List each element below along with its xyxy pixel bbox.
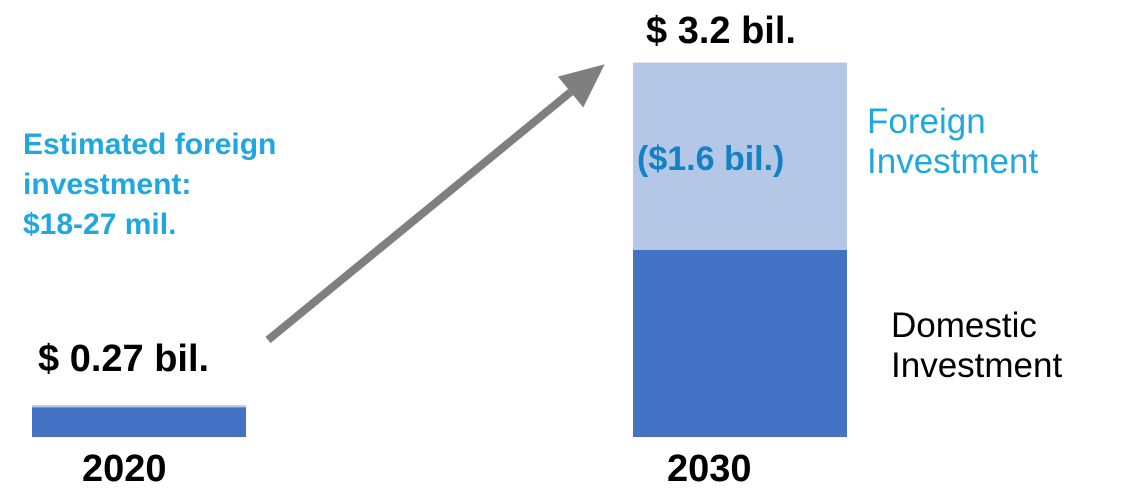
legend-foreign-line: Investment: [867, 142, 1039, 181]
legend-domestic-line: Investment: [891, 346, 1063, 385]
year-label-2020: 2020: [82, 448, 167, 490]
growth-arrow-shaft: [265, 88, 574, 344]
annotation-line: Estimated foreign: [23, 128, 277, 161]
total-label-2030: $ 3.2 bil.: [646, 10, 796, 52]
total-label-2020: $ 0.27 bil.: [38, 338, 210, 380]
legend-foreign-line: Foreign: [867, 102, 986, 141]
growth-arrow-head: [557, 64, 605, 108]
legend-domestic-investment: Domestic Investment: [891, 306, 1062, 386]
annotation-line: $18-27 mil.: [23, 208, 177, 241]
bar-domestic-2020: [32, 405, 246, 437]
legend-domestic-line: Domestic: [891, 306, 1037, 345]
bar-foreign-2030: [633, 62, 847, 250]
foreign-segment-value-label: ($1.6 bil.): [637, 140, 785, 178]
foreign-investment-annotation: Estimated foreign investment: $18-27 mil…: [23, 125, 403, 245]
legend-foreign-investment: Foreign Investment: [867, 102, 1038, 182]
bar-domestic-2030: [633, 249, 847, 437]
year-label-2030: 2030: [667, 448, 752, 490]
annotation-line: investment:: [23, 168, 192, 201]
